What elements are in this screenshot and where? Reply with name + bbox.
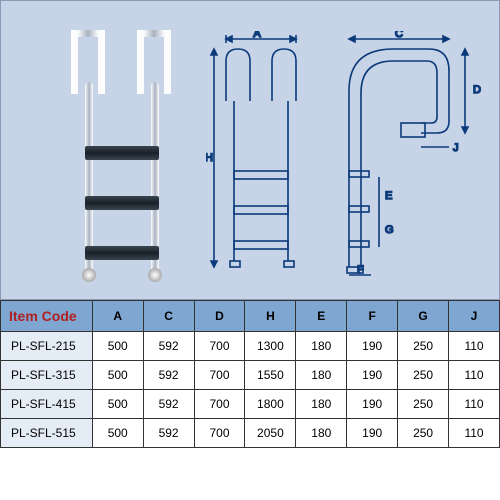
cell-value: 190 <box>347 390 398 419</box>
cell-value: 500 <box>92 332 143 361</box>
cell-value: 110 <box>449 419 500 448</box>
cell-value: 1550 <box>245 361 296 390</box>
col-G: G <box>398 301 449 332</box>
cell-value: 110 <box>449 332 500 361</box>
cell-value: 180 <box>296 419 347 448</box>
col-E: E <box>296 301 347 332</box>
col-D: D <box>194 301 245 332</box>
cell-value: 190 <box>347 361 398 390</box>
cell-itemcode: PL-SFL-215 <box>1 332 93 361</box>
cell-itemcode: PL-SFL-515 <box>1 419 93 448</box>
ladder-photo <box>71 26 171 276</box>
cell-itemcode: PL-SFL-315 <box>1 361 93 390</box>
cell-value: 592 <box>143 419 194 448</box>
spec-table: Item CodeACDHEFGJ PL-SFL-215500592700130… <box>0 300 500 448</box>
cell-value: 700 <box>194 332 245 361</box>
dim-label-A: A <box>253 31 261 40</box>
dim-label-D: D <box>473 84 481 96</box>
col-A: A <box>92 301 143 332</box>
cell-value: 700 <box>194 361 245 390</box>
table-header-row: Item CodeACDHEFGJ <box>1 301 500 332</box>
cell-value: 190 <box>347 332 398 361</box>
cell-value: 592 <box>143 361 194 390</box>
col-H: H <box>245 301 296 332</box>
cell-value: 700 <box>194 390 245 419</box>
col-itemcode: Item Code <box>1 301 93 332</box>
side-diagram: C D J E G F <box>331 31 481 281</box>
product-image-panel: A H C D J <box>0 0 500 300</box>
dim-label-J: J <box>453 142 459 154</box>
table-row: PL-SFL-5155005927002050180190250110 <box>1 419 500 448</box>
col-J: J <box>449 301 500 332</box>
cell-value: 592 <box>143 390 194 419</box>
cell-value: 500 <box>92 361 143 390</box>
cell-value: 500 <box>92 390 143 419</box>
table-row: PL-SFL-4155005927001800180190250110 <box>1 390 500 419</box>
front-diagram: A H <box>206 31 316 281</box>
cell-value: 110 <box>449 390 500 419</box>
table-body: PL-SFL-2155005927001300180190250110PL-SF… <box>1 332 500 448</box>
cell-value: 180 <box>296 332 347 361</box>
cell-value: 592 <box>143 332 194 361</box>
cell-value: 180 <box>296 390 347 419</box>
cell-value: 700 <box>194 419 245 448</box>
cell-value: 2050 <box>245 419 296 448</box>
table-row: PL-SFL-2155005927001300180190250110 <box>1 332 500 361</box>
cell-value: 190 <box>347 419 398 448</box>
dim-label-H: H <box>206 152 213 164</box>
cell-value: 180 <box>296 361 347 390</box>
cell-value: 1800 <box>245 390 296 419</box>
cell-value: 250 <box>398 361 449 390</box>
col-F: F <box>347 301 398 332</box>
dim-label-G: G <box>385 224 394 236</box>
cell-value: 250 <box>398 419 449 448</box>
cell-value: 500 <box>92 419 143 448</box>
cell-value: 110 <box>449 361 500 390</box>
cell-value: 1300 <box>245 332 296 361</box>
col-C: C <box>143 301 194 332</box>
dim-label-E: E <box>385 190 392 202</box>
cell-value: 250 <box>398 332 449 361</box>
cell-value: 250 <box>398 390 449 419</box>
table-row: PL-SFL-3155005927001550180190250110 <box>1 361 500 390</box>
cell-itemcode: PL-SFL-415 <box>1 390 93 419</box>
dim-label-C: C <box>395 31 403 40</box>
